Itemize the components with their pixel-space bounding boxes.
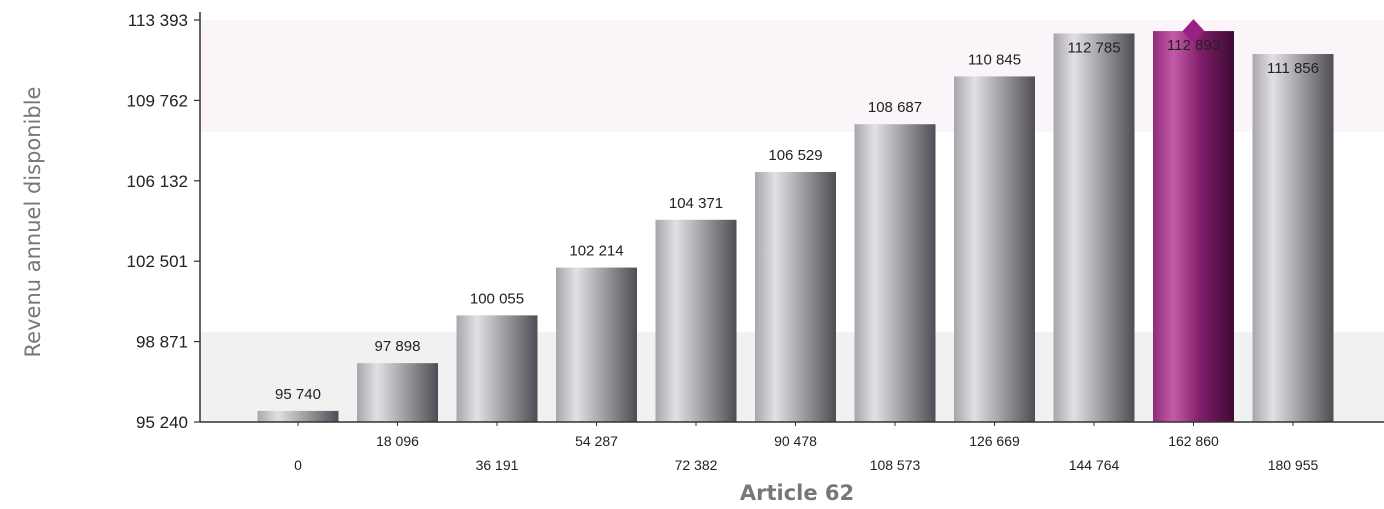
labels-layer: 95 740 0 97 898 18 096 100 055 36 191 102 214 5… [127,11,1319,473]
y-tick-label: 95 240 [136,413,188,432]
bar [257,410,339,422]
x-axis-title: Article 62 [740,481,854,505]
x-tick-label: 90 478 [774,433,817,449]
y-axis-title: Revenu annuel disponible [21,87,45,358]
highlight-marker [1182,19,1205,44]
bar-value-label: 112 893 [1167,37,1220,54]
bar [556,267,637,422]
bar-value-label: 102 214 [569,243,623,260]
bar-value-label: 108 687 [868,99,922,116]
x-tick-label: 162 860 [1168,433,1219,449]
bar-value-label: 104 371 [669,195,723,212]
bars-layer [257,31,1334,423]
bar-value-label: 97 898 [375,338,421,355]
bar [655,219,737,422]
bar [854,124,936,422]
x-tick-label: 18 096 [376,433,419,449]
x-tick-label: 180 955 [1268,457,1319,473]
y-tick-label: 113 393 [128,11,188,30]
bar-value-label: 112 785 [1067,39,1120,56]
x-tick-label: 126 669 [969,433,1020,449]
x-tick-label: 36 191 [476,457,519,473]
bar-value-label: 110 845 [968,51,1021,68]
bar-value-label: 95 740 [275,386,321,403]
y-tick-label: 109 762 [127,91,188,110]
bar-highlighted [1153,31,1234,423]
x-tick-label: 54 287 [575,433,618,449]
bar-value-label: 106 529 [768,147,822,164]
bar-value-label: 111 856 [1267,60,1319,77]
x-tick-label: 0 [294,457,302,473]
bar [357,363,438,422]
bar [1053,33,1135,422]
y-tick-label: 102 501 [127,252,188,271]
bar-value-label: 100 055 [470,290,524,307]
bar [456,315,538,422]
bar [1252,54,1334,422]
axes-layer [194,12,1384,426]
y-tick-label: 98 871 [136,333,188,352]
x-tick-label: 144 764 [1069,457,1120,473]
x-tick-label: 72 382 [675,457,718,473]
bar [755,172,836,422]
y-tick-label: 106 132 [127,172,188,191]
bar [954,76,1035,422]
x-tick-label: 108 573 [870,457,921,473]
